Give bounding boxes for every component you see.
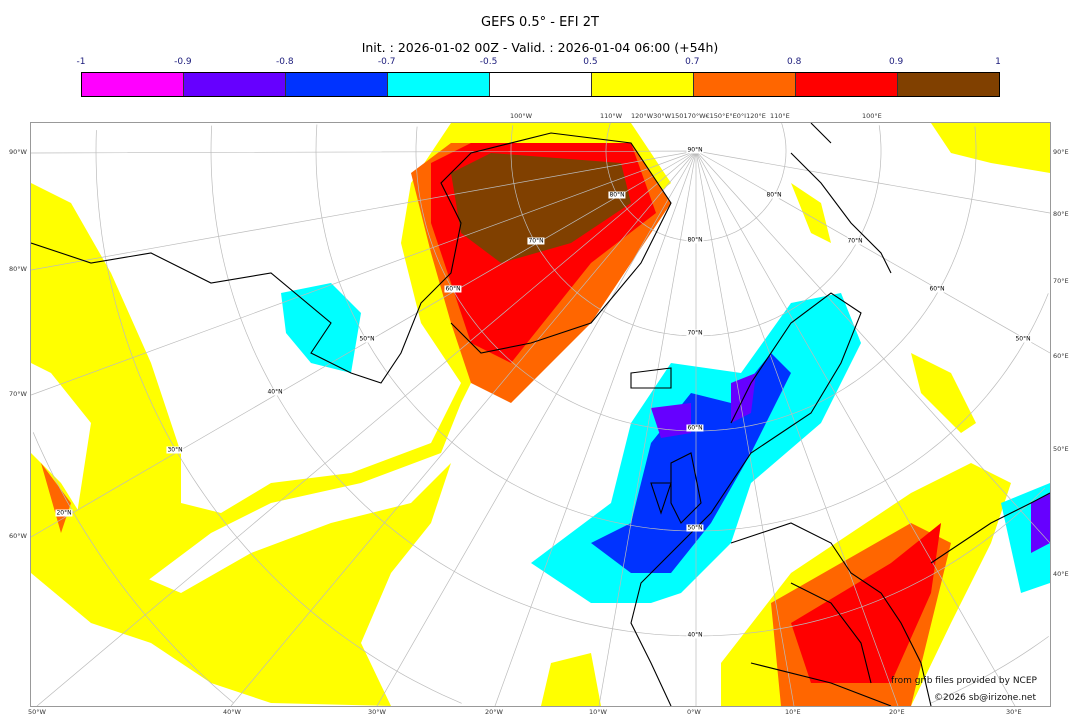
colorbar-tick: 0.8 (787, 57, 802, 67)
colorbar-swatch (694, 73, 796, 96)
map-label: 80°N (608, 191, 626, 199)
map-label: 90°E (1053, 148, 1069, 156)
colorbar (81, 72, 1000, 97)
map-label: 60°N (444, 285, 462, 293)
colorbar-swatch (490, 73, 592, 96)
map-label: 50°W (28, 708, 46, 716)
efi-yellow-south (541, 653, 601, 706)
coastlines (31, 123, 1050, 706)
map-label: 90°W (9, 148, 27, 156)
map-label: 80°E (1053, 210, 1069, 218)
colorbar-swatch (898, 73, 999, 96)
map-label: 50°N (686, 524, 704, 532)
map-label: 70°N (686, 329, 704, 337)
map-label: 50°E (1053, 445, 1069, 453)
colorbar-swatch (796, 73, 898, 96)
efi-cyan-canada (281, 283, 361, 373)
map-label: 40°W (223, 708, 241, 716)
latitude-circle (32, 432, 234, 703)
colorbar-tick: 0.5 (583, 57, 598, 67)
colorbar-tick: -0.9 (174, 57, 192, 67)
map-label: 60°E (1053, 352, 1069, 360)
colorbar-swatch (388, 73, 490, 96)
colorbar-swatch (286, 73, 388, 96)
colorbar-tick: -0.5 (479, 57, 498, 67)
map-label: 100°E (862, 112, 882, 120)
map-canvas (31, 123, 1050, 706)
colorbar-swatch (592, 73, 694, 96)
colorbar-tick: -0.8 (275, 57, 294, 67)
map-label: 80°W (9, 265, 27, 273)
efi-yellow-atlantic-2 (31, 453, 451, 706)
map-panel (30, 122, 1051, 707)
map-label: 70°N (846, 237, 864, 245)
map-label: 110°W (600, 112, 623, 120)
map-label: 70°E (1053, 277, 1069, 285)
map-label: 30°E (1006, 708, 1022, 716)
map-label: 20°N (55, 509, 73, 517)
map-label: 70°W (9, 390, 27, 398)
map-label: 80°N (686, 236, 704, 244)
latitude-circle (415, 126, 977, 432)
colorbar-tick: 0.9 (888, 57, 904, 67)
colorbar-swatch (184, 73, 286, 96)
map-label: 40°E (1053, 570, 1069, 578)
map-label: 40°N (266, 388, 284, 396)
latitude-circle (315, 124, 1049, 532)
map-label: 60°W (9, 532, 27, 540)
map-label: 70°N (527, 237, 545, 245)
map-label: 40°N (686, 631, 704, 639)
efi-red (431, 143, 941, 683)
colorbar-tick: 0.7 (685, 57, 700, 67)
map-label: 30°W (368, 708, 386, 716)
map-label: 0°W (687, 708, 701, 716)
map-label: 20°W (485, 708, 503, 716)
chart-title: GEFS 0.5° - EFI 2T (481, 15, 599, 30)
graticule (31, 123, 1050, 706)
map-label: 50°N (358, 335, 376, 343)
latitude-circle (510, 125, 882, 337)
efi-yellow-russia (791, 123, 1050, 433)
map-label: 90°N (686, 146, 704, 154)
chart-subtitle: Init. : 2026-01-02 00Z - Valid. : 2026-0… (361, 40, 719, 55)
latitude-circle (95, 130, 1049, 704)
map-label: 100°W (510, 112, 533, 120)
map-label: 120°W30°W150170°W€150°E°E0°I120°E (631, 112, 766, 120)
copyright: ©2026 sb@irizone.net (934, 693, 1036, 703)
map-label: 20°E (889, 708, 905, 716)
source-credit: from grib files provided by NCEP (891, 676, 1037, 686)
map-label: 30°N (166, 446, 184, 454)
map-label: 110°E (770, 112, 790, 120)
map-label: 60°N (686, 424, 704, 432)
efi-fields (31, 123, 1050, 706)
colorbar-tick: -0.7 (377, 57, 396, 67)
map-label: 10°E (785, 708, 801, 716)
colorbar-swatch (82, 73, 184, 96)
map-label: 80°N (765, 191, 783, 199)
map-label: 60°N (928, 285, 946, 293)
latitude-circle (605, 123, 787, 242)
map-label: 50°N (1014, 335, 1032, 343)
colorbar-tick: -1 (76, 57, 86, 67)
map-label: 10°W (589, 708, 607, 716)
colorbar-tick: 1 (995, 57, 1001, 67)
